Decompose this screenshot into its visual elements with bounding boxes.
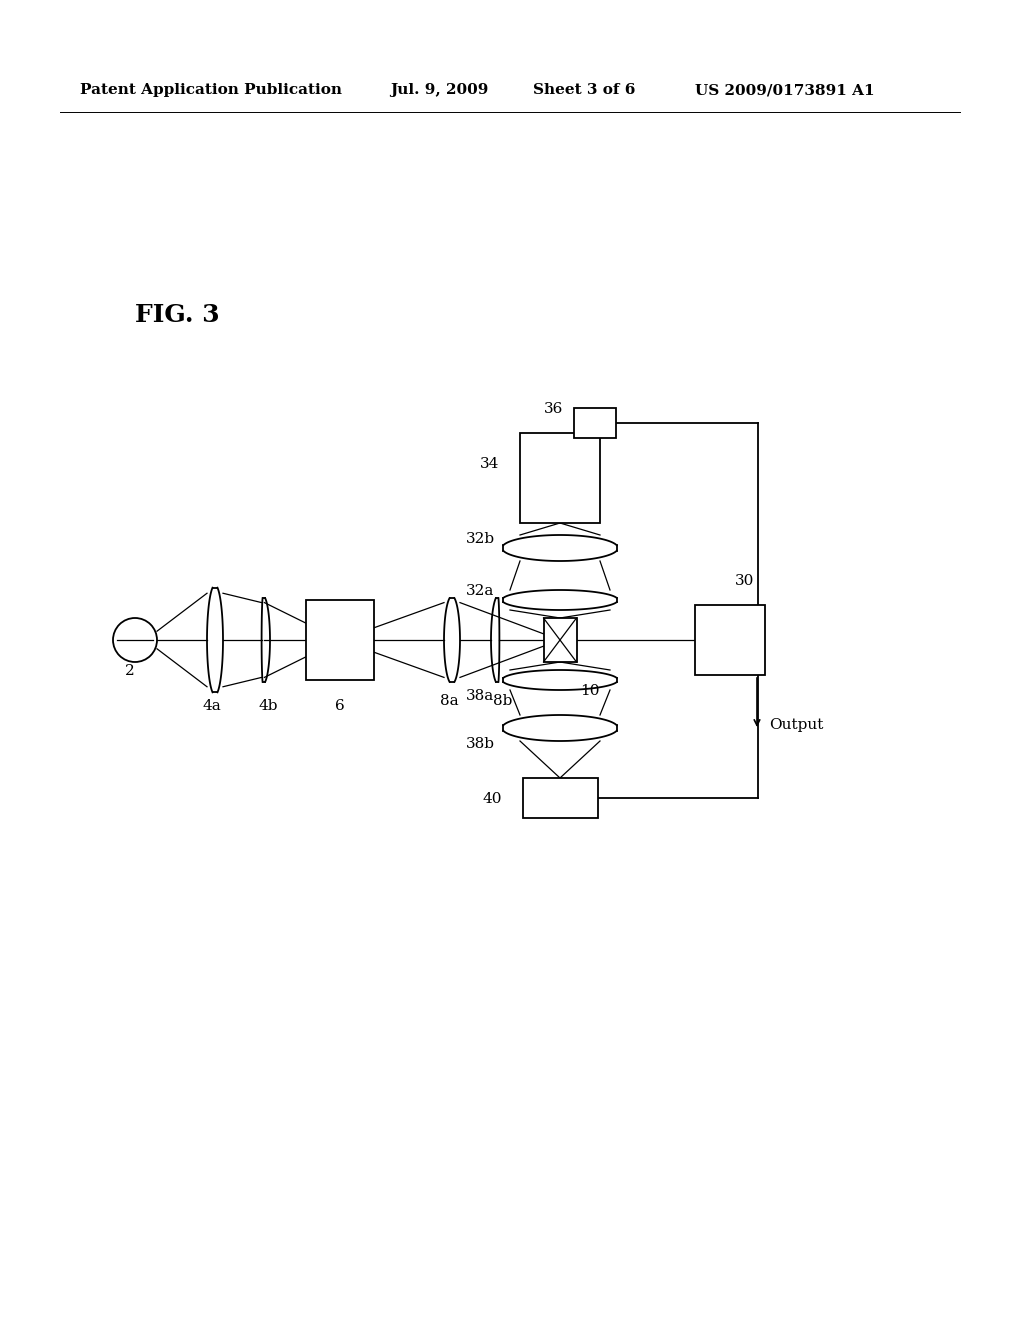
Text: 10: 10 [581,684,600,698]
Text: 4b: 4b [258,700,278,713]
Text: US 2009/0173891 A1: US 2009/0173891 A1 [695,83,874,96]
Text: FIG. 3: FIG. 3 [135,304,219,327]
Bar [522,777,597,818]
Text: 32b: 32b [466,532,495,546]
Text: Patent Application Publication: Patent Application Publication [80,83,342,96]
Bar [306,601,374,680]
Text: 6: 6 [335,700,345,713]
Text: 8a: 8a [439,694,459,708]
Text: Sheet 3 of 6: Sheet 3 of 6 [534,83,635,96]
Bar [574,408,616,438]
Text: 2: 2 [125,664,135,678]
Bar [544,618,577,663]
Text: 30: 30 [735,574,755,587]
Text: 36: 36 [545,403,563,416]
Text: Jul. 9, 2009: Jul. 9, 2009 [390,83,488,96]
Text: 38b: 38b [466,737,495,751]
Text: Output: Output [769,718,823,733]
Bar [520,433,600,523]
Text: 4a: 4a [203,700,221,713]
Text: 40: 40 [482,792,502,807]
Bar [695,605,765,675]
Text: 8b: 8b [494,694,513,708]
Text: 34: 34 [480,457,500,471]
Text: 32a: 32a [466,583,495,598]
Text: 38a: 38a [466,689,495,704]
Circle shape [113,618,157,663]
